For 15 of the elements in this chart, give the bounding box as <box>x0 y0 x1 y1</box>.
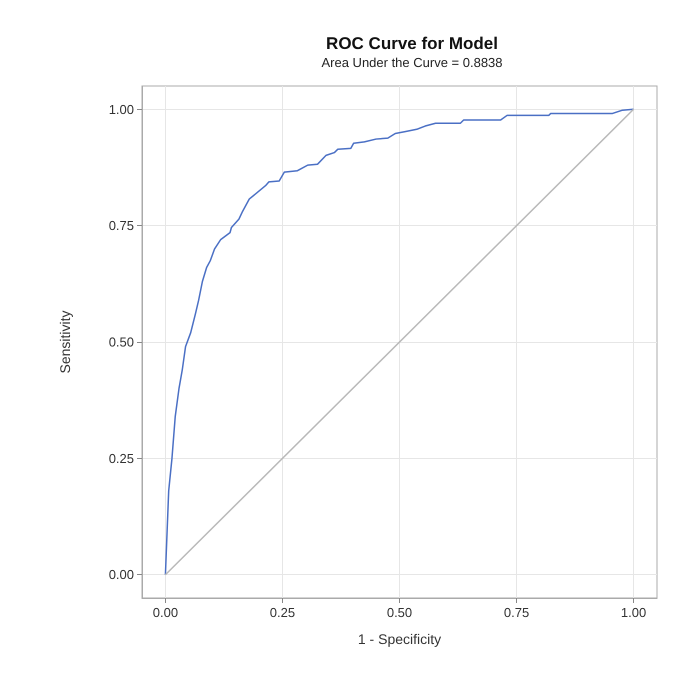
y-tick-label: 0.25 <box>108 450 134 466</box>
y-tick-label: 0.50 <box>108 334 134 350</box>
y-tick-label: 1.00 <box>108 102 134 117</box>
x-tick-label: 0.25 <box>270 605 296 620</box>
y-tick-label: 0.00 <box>108 567 134 582</box>
x-tick-label: 0.00 <box>152 605 178 620</box>
line-series <box>164 108 634 576</box>
x-axis-title: 1 - Specificity <box>358 631 442 647</box>
x-tick-label: 0.50 <box>386 605 412 620</box>
y-axis-title: Sensitivity <box>57 310 73 374</box>
chart-title: ROC Curve for Model <box>326 34 498 53</box>
chart-subtitle: Area Under the Curve = 0.8838 <box>321 55 503 70</box>
x-tick-label: 1.00 <box>620 605 646 620</box>
x-tick-label: 0.75 <box>504 605 530 620</box>
y-tick-label: 0.75 <box>108 218 134 234</box>
